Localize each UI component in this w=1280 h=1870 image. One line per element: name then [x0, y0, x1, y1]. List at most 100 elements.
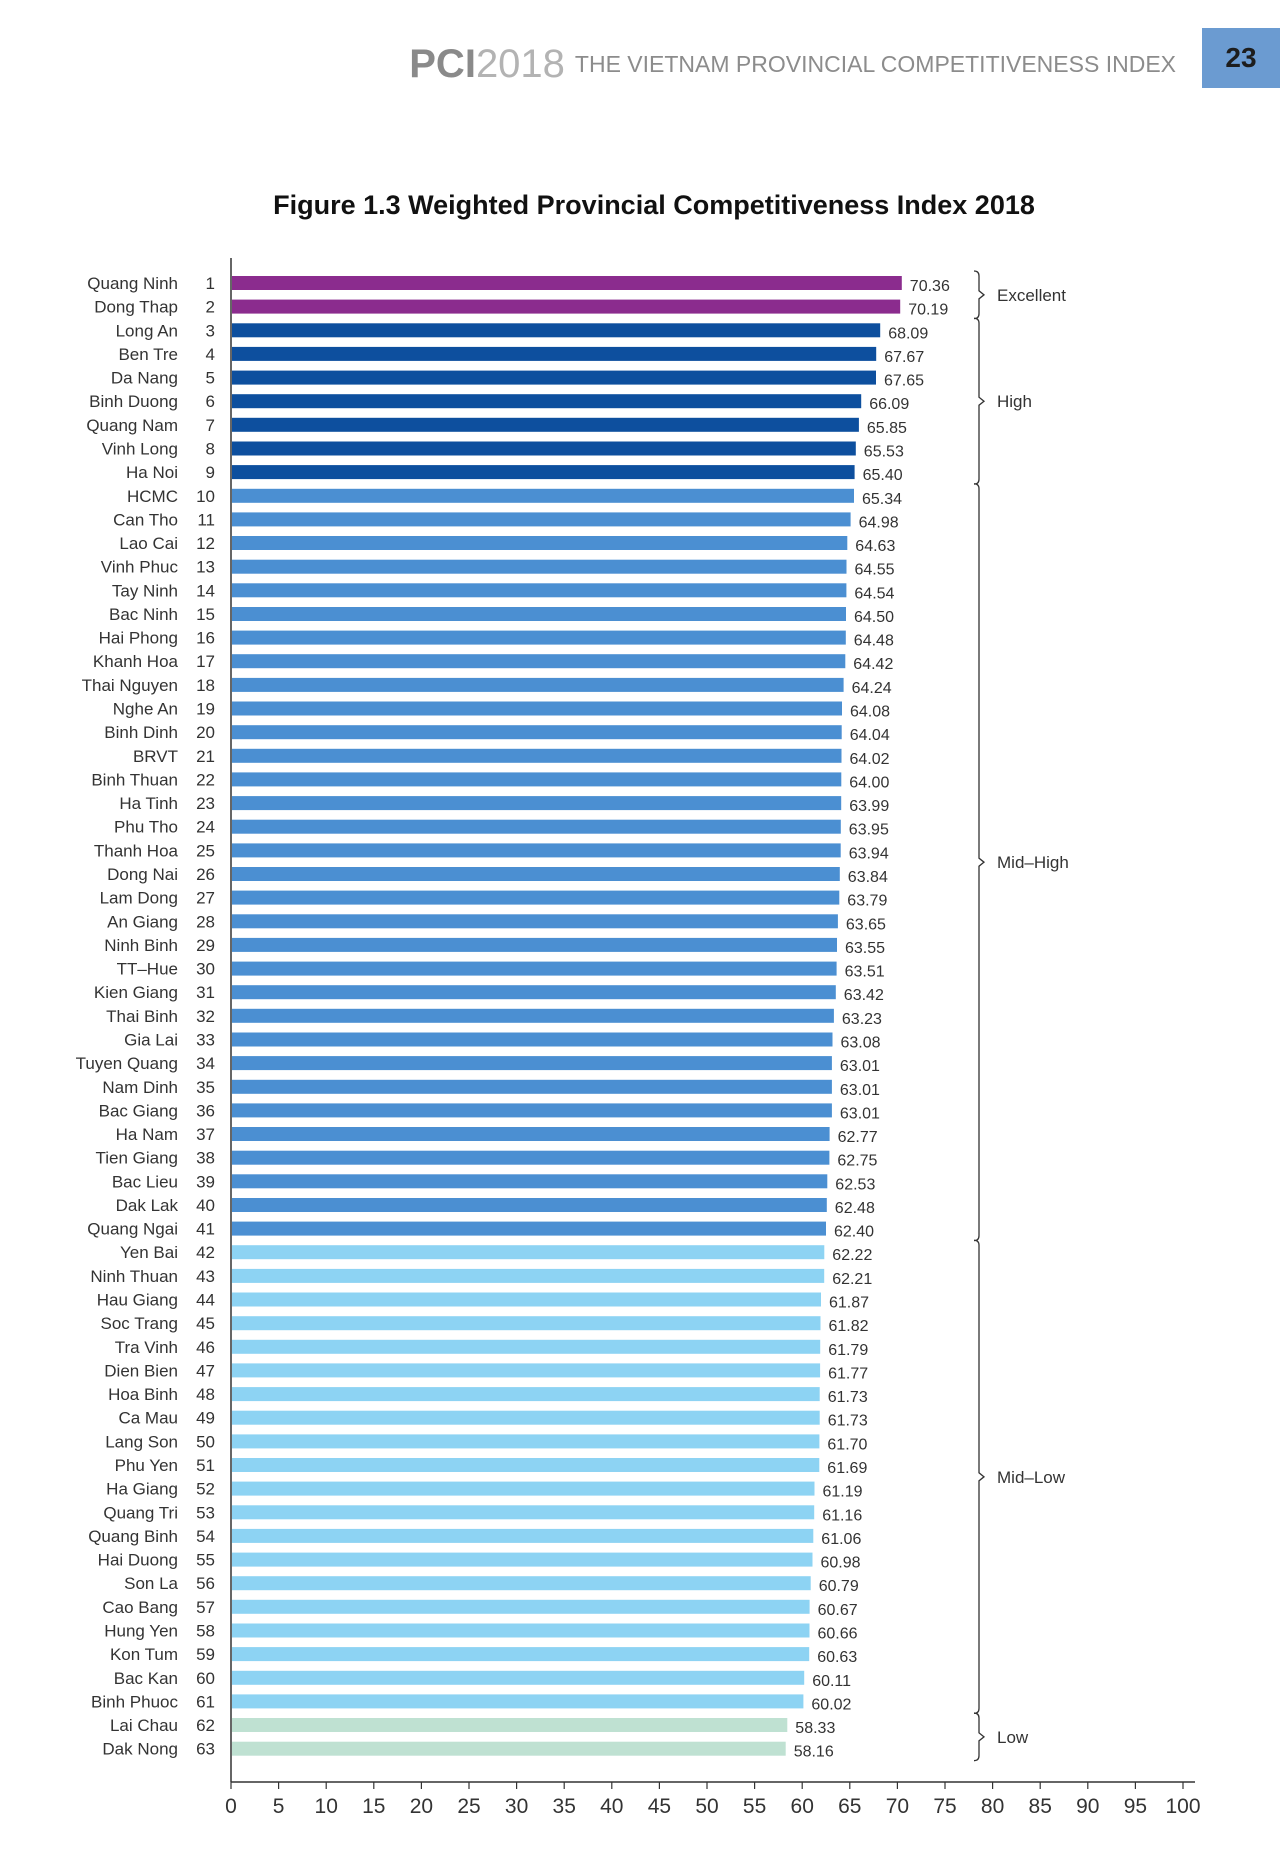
rank-label: 58 [196, 1622, 215, 1641]
bar [232, 1434, 820, 1449]
rank-label: 29 [196, 936, 215, 955]
bar [232, 276, 902, 290]
data-label: 63.84 [848, 869, 888, 886]
rank-label: 46 [196, 1338, 215, 1357]
rank-label: 55 [196, 1551, 215, 1570]
bar [232, 536, 848, 550]
x-tick-label: 55 [743, 1795, 766, 1818]
data-label: 67.67 [884, 349, 924, 366]
x-tick-label: 95 [1124, 1795, 1147, 1818]
bar [232, 465, 855, 480]
data-label: 62.77 [838, 1129, 878, 1146]
bar [232, 1339, 821, 1354]
category-label: Lang Son [105, 1432, 178, 1451]
bar [232, 1599, 810, 1614]
bar [232, 914, 838, 929]
bar [232, 772, 842, 787]
rank-label: 56 [196, 1574, 215, 1593]
bar [232, 370, 876, 385]
bar [232, 417, 859, 432]
rank-label: 4 [206, 345, 215, 364]
rank-label: 30 [196, 960, 215, 979]
x-tick-label: 70 [886, 1795, 909, 1818]
category-label: Ha Noi [126, 463, 178, 482]
category-label: Quang Binh [88, 1527, 178, 1546]
data-label: 60.67 [818, 1602, 858, 1619]
rank-label: 57 [196, 1598, 215, 1617]
bar [232, 1079, 832, 1094]
category-label: Vinh Phuc [101, 558, 179, 577]
data-label: 62.48 [835, 1200, 875, 1217]
data-label: 65.34 [862, 491, 902, 508]
rank-label: 12 [196, 534, 215, 553]
bar [232, 701, 842, 716]
bar [232, 677, 844, 692]
data-label: 64.54 [854, 585, 894, 602]
category-label: Binh Duong [89, 392, 178, 411]
rank-label: 34 [196, 1054, 215, 1073]
data-label: 63.42 [844, 987, 884, 1004]
brand-title: THE VIETNAM PROVINCIAL COMPETITIVENESS I… [574, 51, 1176, 77]
rank-label: 44 [196, 1291, 215, 1310]
category-label: Ninh Binh [104, 936, 178, 955]
data-label: 64.55 [855, 562, 895, 579]
rank-label: 14 [196, 581, 215, 600]
category-label: Bac Kan [114, 1669, 178, 1688]
rank-label: 50 [196, 1432, 215, 1451]
bar [232, 961, 837, 976]
rank-label: 17 [196, 652, 215, 671]
data-label: 60.98 [821, 1555, 861, 1572]
rank-label: 21 [196, 747, 215, 766]
rank-label: 28 [196, 912, 215, 931]
data-label: 60.11 [812, 1673, 851, 1690]
data-label: 60.02 [811, 1696, 851, 1713]
rank-label: 8 [206, 440, 215, 459]
rank-label: 37 [196, 1125, 215, 1144]
rank-label: 51 [196, 1456, 215, 1475]
data-label: 61.77 [828, 1365, 868, 1382]
bar [232, 1198, 827, 1212]
data-label: 63.51 [845, 964, 885, 981]
data-label: 60.79 [819, 1578, 859, 1595]
x-tick-label: 60 [791, 1795, 814, 1818]
category-label: An Giang [107, 912, 178, 931]
group-bracket [973, 270, 986, 320]
bar [232, 1670, 805, 1685]
bar [232, 1103, 832, 1118]
category-label: Hoa Binh [108, 1385, 178, 1404]
page-header: PCI2018 THE VIETNAM PROVINCIAL COMPETITIV… [0, 38, 1280, 98]
data-label: 62.21 [832, 1271, 872, 1288]
bar [232, 1150, 830, 1165]
category-label: Ninh Thuan [90, 1267, 178, 1286]
data-label: 60.63 [817, 1649, 857, 1666]
rank-label: 41 [196, 1220, 215, 1239]
category-label: Lao Cai [119, 534, 178, 553]
bar [232, 1268, 825, 1283]
category-label: Vinh Long [102, 440, 178, 459]
bar [232, 1316, 821, 1331]
category-label: Dong Thap [94, 298, 178, 317]
data-label: 61.79 [828, 1342, 868, 1359]
group-bracket [973, 483, 986, 1242]
rank-label: 48 [196, 1385, 215, 1404]
category-label: Thanh Hoa [94, 841, 179, 860]
x-tick-label: 20 [410, 1795, 433, 1818]
brand-line: PCI2018 THE VIETNAM PROVINCIAL COMPETITIV… [409, 42, 1176, 87]
data-label: 63.08 [841, 1035, 881, 1052]
data-label: 65.40 [863, 467, 903, 484]
category-label: Can Tho [113, 510, 178, 529]
group-label: Mid–Low [997, 1468, 1066, 1487]
category-label: Quang Tri [103, 1503, 178, 1522]
category-label: Kien Giang [94, 983, 178, 1002]
bar [232, 1718, 788, 1732]
rank-label: 36 [196, 1101, 215, 1120]
rank-label: 62 [196, 1716, 215, 1735]
brand-pci: PCI [409, 42, 476, 86]
category-label: Quang Ninh [87, 274, 178, 293]
data-label: 61.73 [828, 1389, 868, 1406]
data-label: 60.66 [818, 1626, 858, 1643]
x-tick-label: 85 [1029, 1795, 1052, 1818]
category-label: Binh Dinh [104, 723, 178, 742]
category-label: Cao Bang [102, 1598, 178, 1617]
data-label: 70.36 [910, 278, 950, 295]
